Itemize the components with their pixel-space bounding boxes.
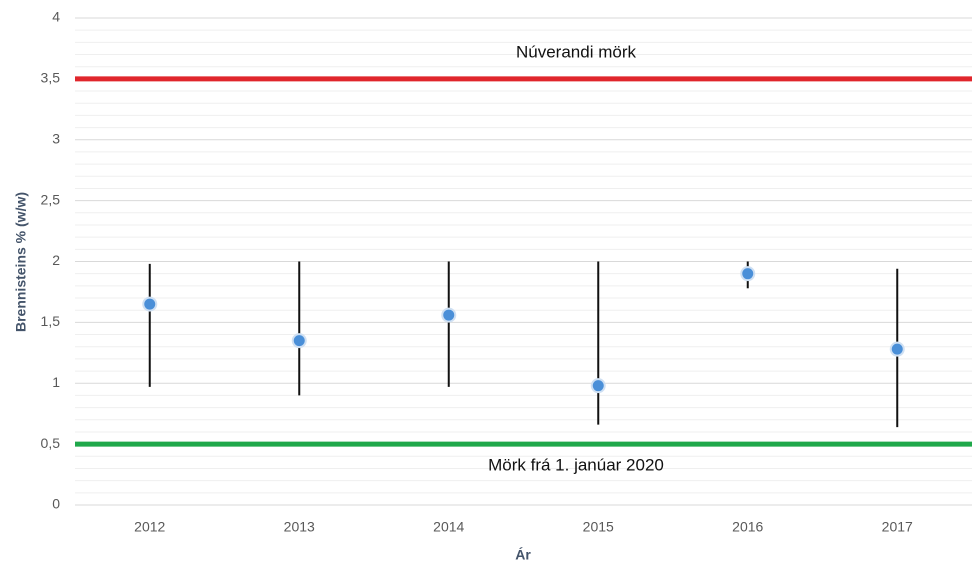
dot <box>590 378 606 394</box>
reference-label: Núverandi mörk <box>516 42 636 61</box>
y-tick-label: 0 <box>52 496 60 512</box>
dot <box>889 341 905 357</box>
y-tick-label: 1,5 <box>41 313 61 329</box>
y-tick-label: 4 <box>52 9 60 25</box>
dot <box>142 296 158 312</box>
dot <box>740 266 756 282</box>
x-tick-label: 2017 <box>882 519 913 535</box>
x-tick-label: 2015 <box>583 519 614 535</box>
x-axis-title: Ár <box>515 547 531 563</box>
x-tick-label: 2014 <box>433 519 464 535</box>
y-tick-label: 3,5 <box>41 70 61 86</box>
y-tick-label: 1 <box>52 374 60 390</box>
x-tick-label: 2016 <box>732 519 763 535</box>
x-tick-label: 2012 <box>134 519 165 535</box>
x-tick-label: 2013 <box>284 519 315 535</box>
reference-label: Mörk frá 1. janúar 2020 <box>488 456 664 475</box>
y-tick-label: 3 <box>52 130 60 146</box>
y-tick-label: 2,5 <box>41 191 61 207</box>
y-tick-label: 2 <box>52 252 60 268</box>
dot <box>441 307 457 323</box>
y-axis-title: Brennisteins % (w/w) <box>13 192 29 332</box>
dot <box>291 333 307 349</box>
y-tick-label: 0,5 <box>41 435 61 451</box>
